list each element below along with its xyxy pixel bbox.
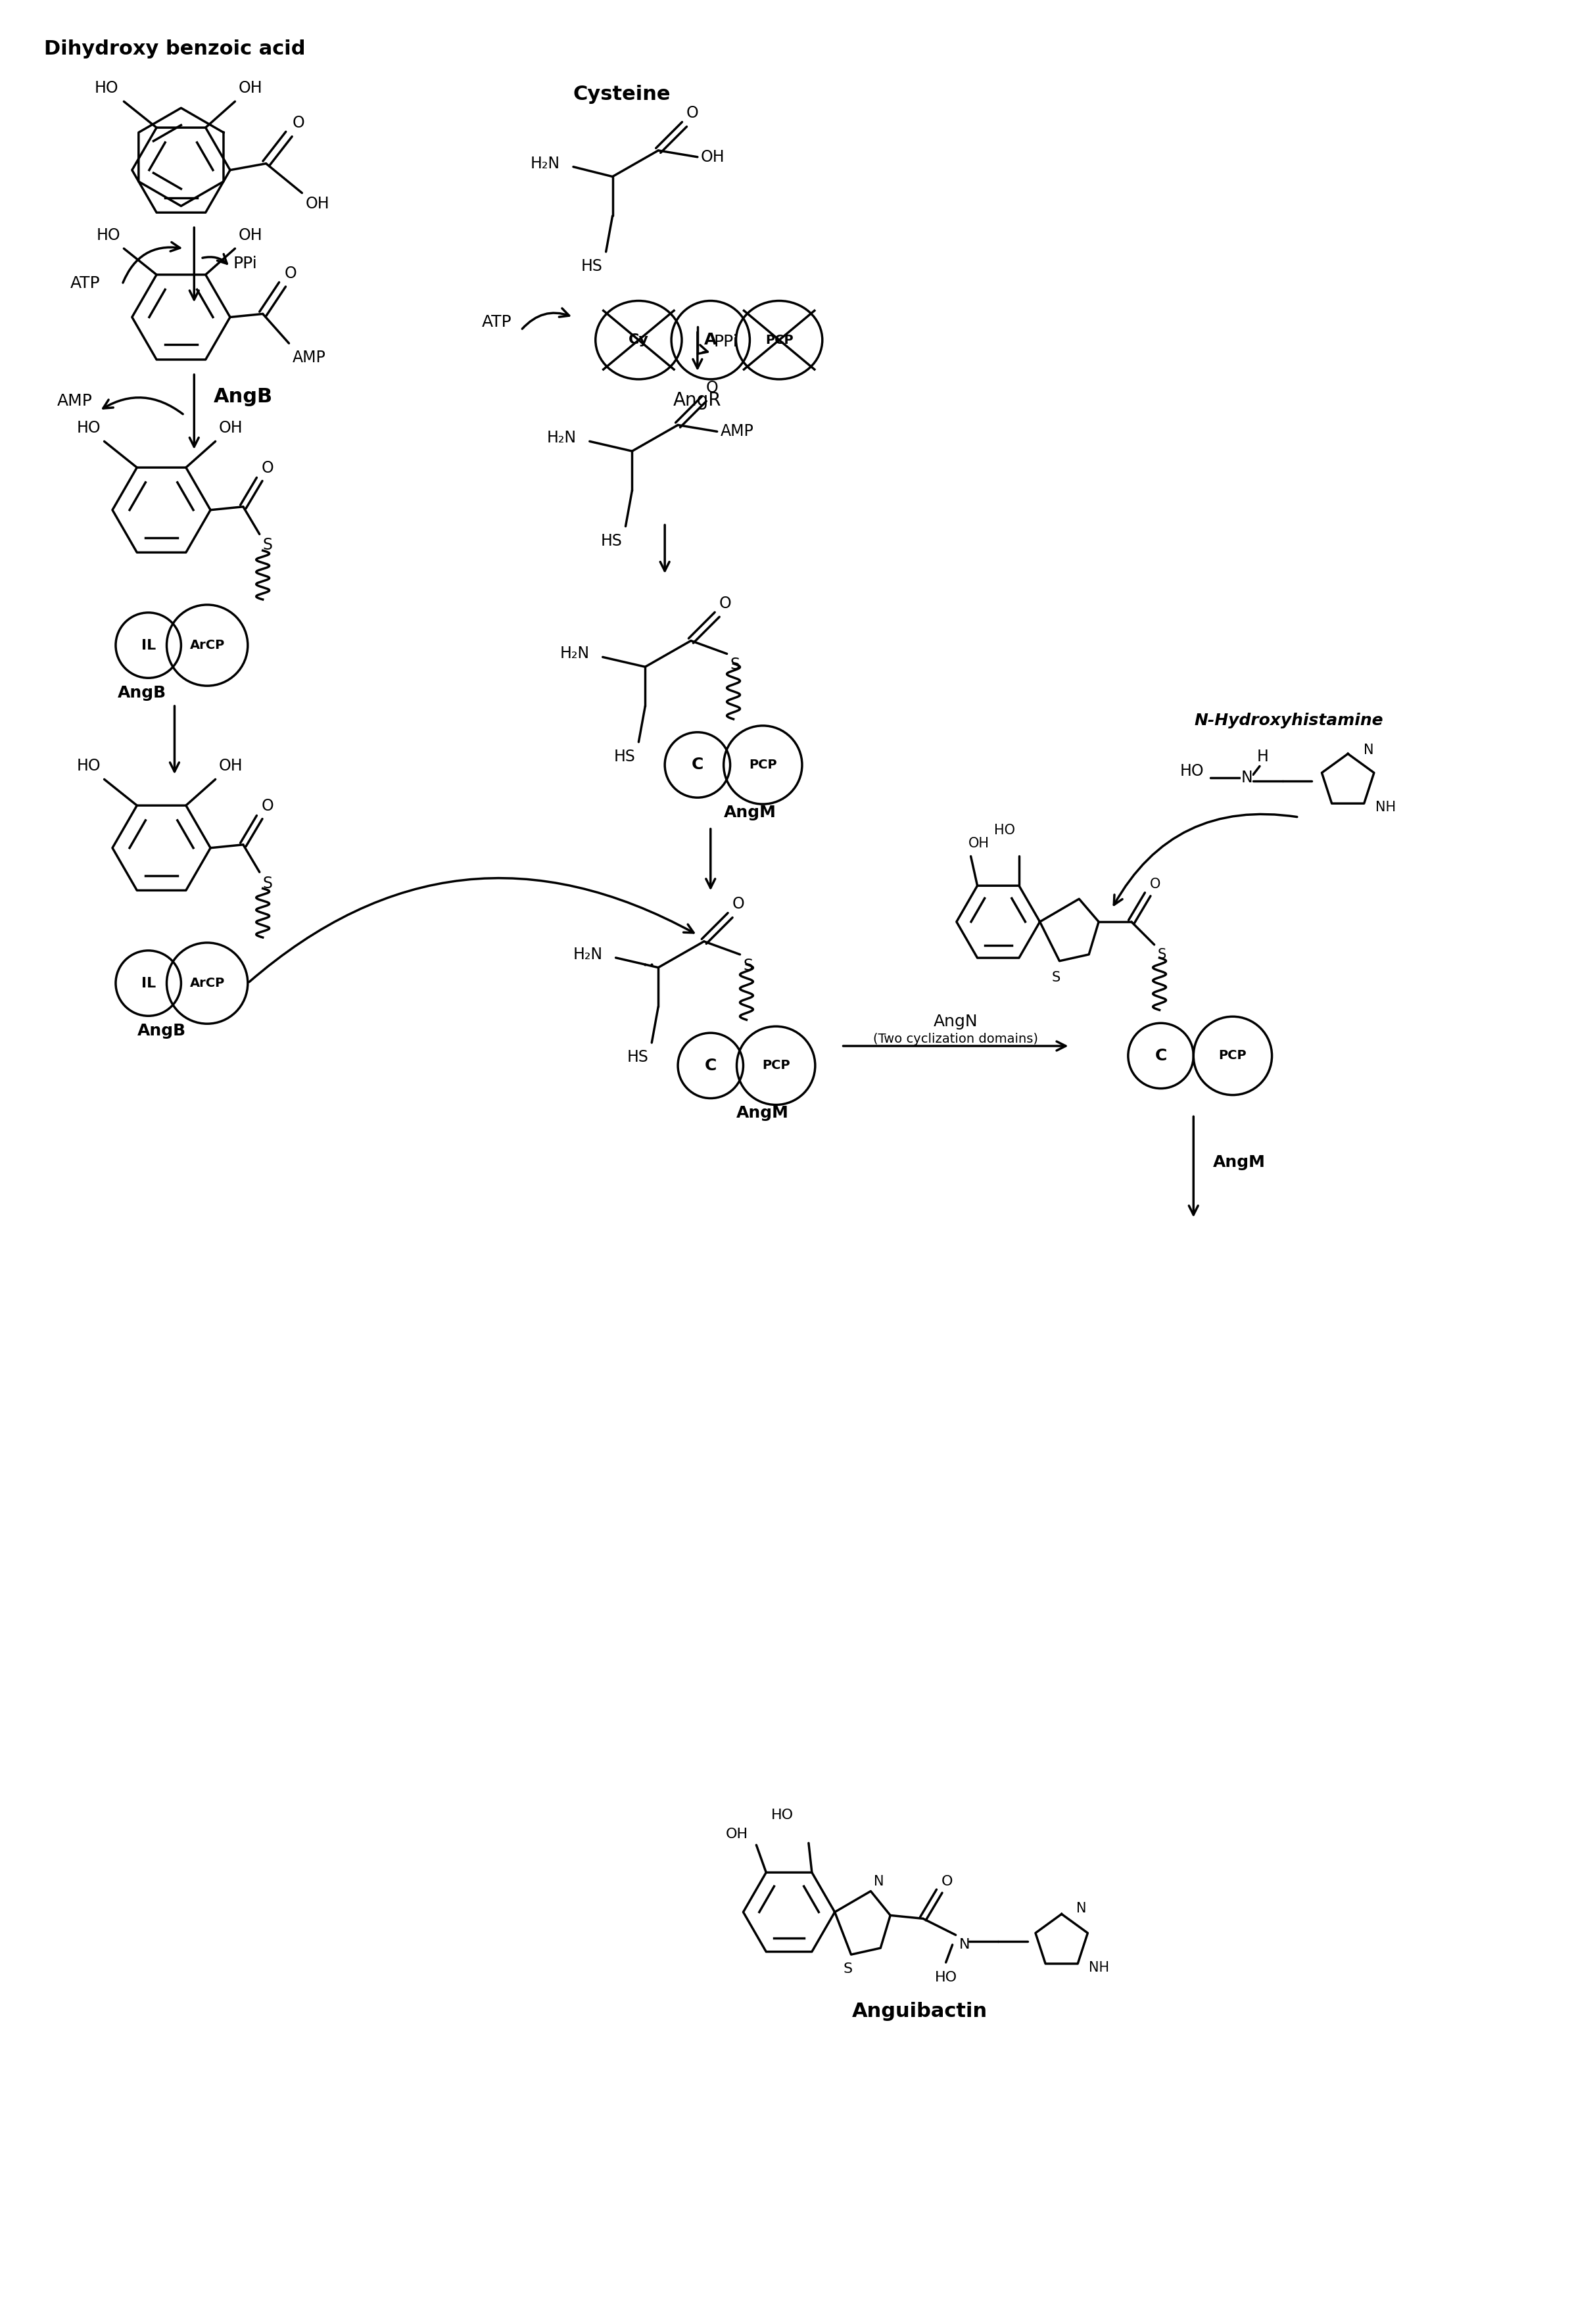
Text: HS: HS [614, 748, 635, 765]
Text: OH: OH [726, 1829, 748, 1841]
Text: HO: HO [77, 421, 100, 437]
Text: ATP: ATP [70, 274, 100, 290]
Text: PPi: PPi [233, 256, 257, 272]
Text: HS: HS [581, 258, 603, 274]
Text: AngM: AngM [737, 1106, 790, 1120]
Text: NH: NH [1375, 802, 1396, 813]
Text: HO: HO [935, 1971, 957, 1985]
Text: PCP: PCP [748, 758, 777, 772]
Text: HO: HO [772, 1808, 794, 1822]
Text: HO: HO [94, 81, 118, 95]
Text: HO: HO [994, 823, 1016, 837]
Text: AngM: AngM [1214, 1155, 1265, 1171]
Text: IL: IL [140, 976, 156, 990]
Text: S: S [263, 876, 273, 890]
Text: O: O [262, 797, 274, 813]
Text: O: O [707, 379, 718, 395]
Text: S: S [844, 1961, 852, 1975]
Text: O: O [719, 595, 732, 611]
Text: PCP: PCP [1219, 1050, 1247, 1062]
Text: O: O [284, 265, 297, 281]
Text: AngM: AngM [724, 804, 777, 820]
Text: AngB: AngB [214, 388, 273, 407]
Text: OH: OH [219, 421, 242, 437]
Text: HO: HO [1180, 765, 1204, 779]
Text: (Two cyclization domains): (Two cyclization domains) [872, 1032, 1038, 1046]
Text: AngB: AngB [118, 686, 166, 702]
Text: HS: HS [601, 532, 622, 548]
Text: S: S [1051, 971, 1061, 983]
Text: N: N [1077, 1903, 1086, 1915]
Text: Cy: Cy [628, 332, 649, 346]
Text: N: N [959, 1938, 970, 1952]
Text: N: N [1364, 744, 1373, 755]
Text: OH: OH [700, 149, 724, 165]
Text: OH: OH [219, 758, 242, 774]
Text: H₂N: H₂N [573, 946, 603, 962]
Text: ArCP: ArCP [190, 639, 225, 651]
Text: C: C [705, 1057, 716, 1074]
Text: AMP: AMP [721, 423, 754, 439]
Text: ATP: ATP [482, 314, 512, 330]
Text: O: O [262, 460, 274, 476]
Text: H₂N: H₂N [531, 156, 560, 172]
Text: N-Hydroxyhistamine: N-Hydroxyhistamine [1195, 713, 1383, 727]
Text: H₂N: H₂N [560, 646, 590, 662]
Text: AngB: AngB [137, 1023, 187, 1039]
Text: NH: NH [1089, 1961, 1110, 1975]
Text: OH: OH [238, 81, 262, 95]
Text: PCP: PCP [762, 1060, 790, 1071]
Text: C: C [692, 758, 703, 774]
Text: HO: HO [77, 758, 100, 774]
Text: OH: OH [238, 228, 262, 244]
Text: S: S [731, 658, 740, 674]
Text: AMP: AMP [57, 393, 93, 409]
Text: N: N [874, 1875, 884, 1887]
Text: O: O [292, 116, 305, 130]
Text: ArCP: ArCP [190, 976, 225, 990]
Text: H₂N: H₂N [547, 430, 576, 446]
Text: PCP: PCP [766, 335, 793, 346]
Text: IL: IL [140, 639, 156, 651]
Text: O: O [941, 1875, 952, 1887]
Text: N: N [1241, 769, 1252, 786]
Text: O: O [732, 897, 745, 911]
Text: S: S [1158, 948, 1166, 962]
Text: S: S [263, 537, 273, 553]
Text: AngR: AngR [673, 390, 721, 409]
Text: HS: HS [627, 1048, 649, 1064]
Text: C: C [1155, 1048, 1168, 1064]
Text: OH: OH [968, 837, 989, 851]
Text: Dihydroxy benzoic acid: Dihydroxy benzoic acid [43, 40, 305, 58]
Text: H: H [1257, 748, 1268, 765]
Text: Anguibactin: Anguibactin [852, 2001, 987, 2020]
Text: Cysteine: Cysteine [573, 86, 671, 105]
Text: OH: OH [305, 195, 329, 211]
Text: S: S [743, 957, 753, 974]
Text: PPi: PPi [715, 335, 738, 351]
Text: O: O [686, 105, 699, 121]
Text: A: A [703, 332, 716, 349]
Text: HO: HO [97, 228, 121, 244]
Text: AMP: AMP [292, 351, 325, 365]
Text: O: O [1150, 878, 1161, 890]
Text: AngN: AngN [933, 1013, 978, 1030]
